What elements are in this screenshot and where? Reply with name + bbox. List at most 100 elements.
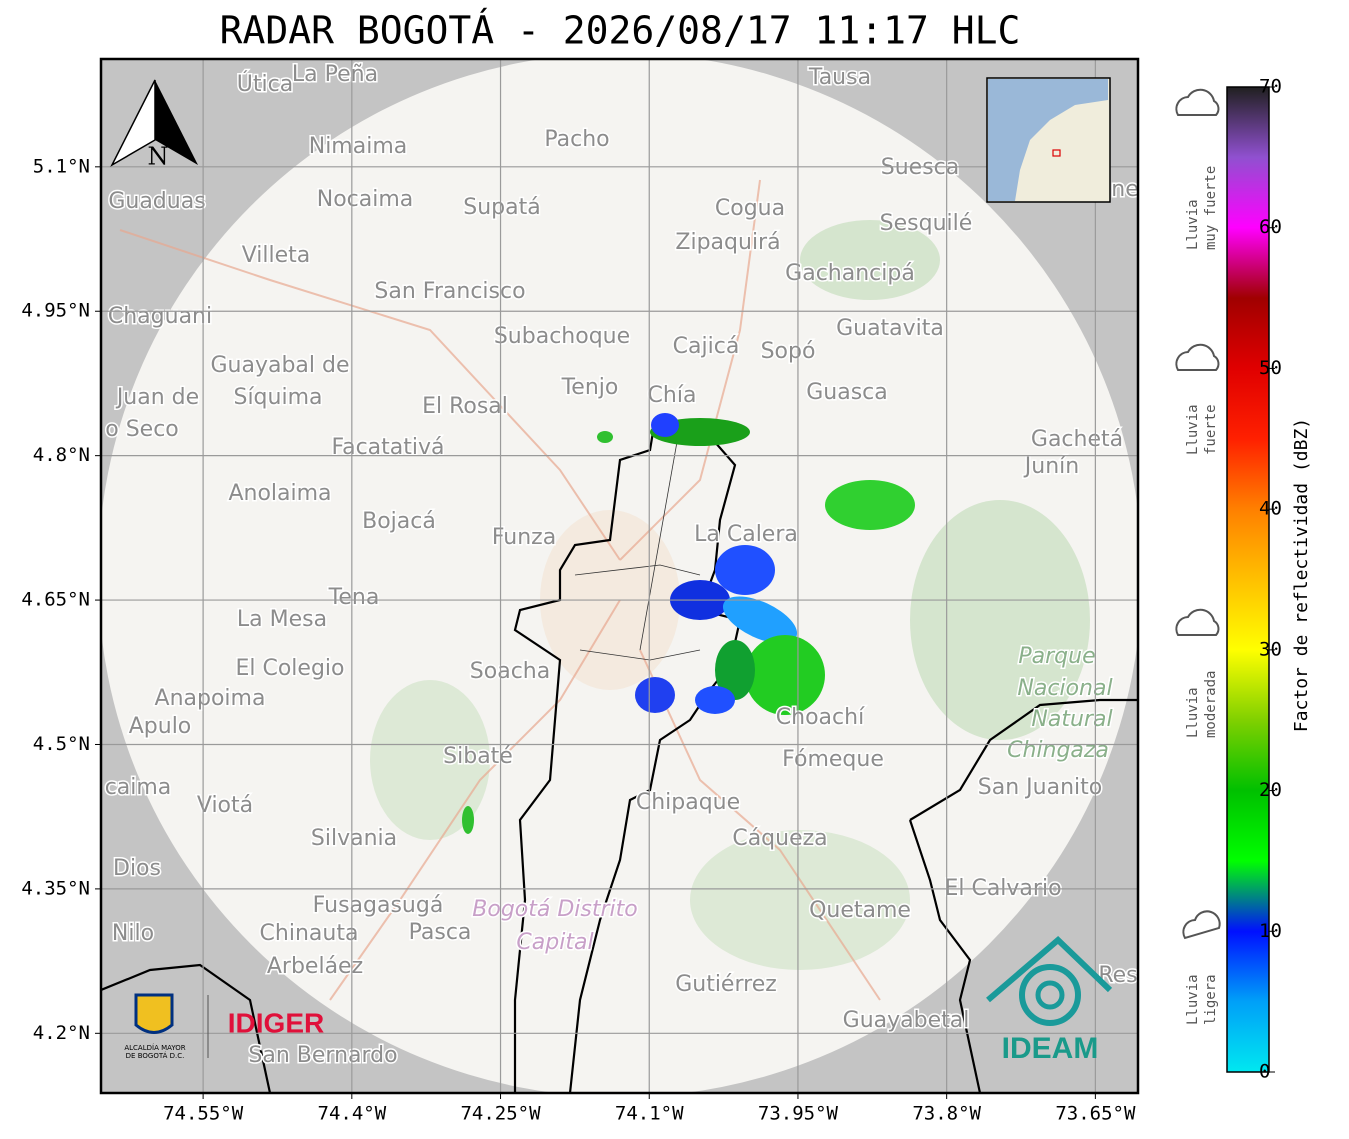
place-label: Fusagasugá bbox=[313, 893, 444, 918]
rain-level-label: Lluvia bbox=[1185, 404, 1201, 455]
place-label: Natural bbox=[1031, 707, 1112, 732]
place-label: Bojacá bbox=[362, 509, 436, 534]
place-label: Tausa bbox=[808, 65, 871, 90]
place-label: San Francisco bbox=[374, 279, 525, 304]
place-label: Apulo bbox=[129, 714, 192, 739]
place-label: Chingaza bbox=[1007, 738, 1109, 763]
place-label: Suesca bbox=[881, 155, 959, 180]
north-label: N bbox=[148, 143, 169, 171]
x-tick-label: 73.95°W bbox=[758, 1103, 839, 1125]
map-frame bbox=[99, 57, 1140, 1095]
place-label: Gutiérrez bbox=[675, 972, 777, 997]
place-label: Junín bbox=[1023, 454, 1079, 479]
place-label: Útica bbox=[237, 71, 293, 97]
place-label: Juan de bbox=[115, 385, 199, 410]
place-label: Guaduas bbox=[108, 189, 205, 214]
x-tick-label: 74.1°W bbox=[615, 1103, 684, 1125]
roads bbox=[119, 179, 881, 1001]
place-label: Soacha bbox=[470, 659, 550, 684]
colorbar-tick-label: 20 bbox=[1259, 779, 1282, 801]
place-label: El Colegio bbox=[235, 656, 344, 681]
y-tick-label: 4.95°N bbox=[21, 300, 90, 322]
x-tick-label: 73.65°W bbox=[1055, 1103, 1136, 1125]
place-label: Síquima bbox=[233, 385, 322, 410]
place-label: San Juanito bbox=[978, 775, 1102, 800]
place-label: Nilo bbox=[112, 921, 154, 946]
place-label: Arbeláez bbox=[267, 954, 363, 979]
place-label: Tena bbox=[328, 585, 380, 610]
rain-level-label: Lluvia bbox=[1185, 687, 1201, 738]
rain-level-label: Lluvia bbox=[1185, 974, 1201, 1025]
ideam-text: IDEAM bbox=[1002, 1032, 1099, 1065]
place-label: caima bbox=[105, 775, 172, 800]
colorbar-tick-label: 0 bbox=[1259, 1061, 1270, 1083]
ideam-logo: IDEAM bbox=[986, 935, 1113, 1065]
y-tick-label: 4.2°N bbox=[33, 1022, 90, 1044]
rain-level-label: Lluvia bbox=[1185, 199, 1201, 250]
place-label: Guayabetal bbox=[843, 1008, 970, 1033]
place-label: Sibaté bbox=[443, 744, 513, 769]
x-tick-label: 74.4°W bbox=[318, 1103, 387, 1125]
place-label: Sesquilé bbox=[880, 211, 973, 236]
place-label: Chía bbox=[648, 383, 697, 408]
y-tick-label: 5.1°N bbox=[33, 155, 90, 177]
x-tick-label: 73.8°W bbox=[912, 1103, 981, 1125]
place-label: Chaguani bbox=[108, 304, 212, 329]
place-label: Gachetá bbox=[1031, 427, 1123, 452]
place-label: Nocaima bbox=[317, 187, 414, 212]
colorbar bbox=[1226, 86, 1270, 1073]
colorbar-tick-label: 60 bbox=[1259, 216, 1282, 238]
colorbar-tick-label: 30 bbox=[1259, 638, 1282, 660]
place-label: o Seco bbox=[105, 417, 179, 442]
colorbar-tick-label: 70 bbox=[1259, 76, 1282, 98]
place-label: Guayabal de bbox=[210, 353, 349, 378]
place-label: Villeta bbox=[242, 243, 311, 268]
place-label: Cajicá bbox=[673, 334, 740, 359]
place-label: Nacional bbox=[1017, 676, 1112, 701]
place-label: Bogotá Distrito bbox=[472, 897, 637, 922]
place-label: Chinauta bbox=[260, 921, 359, 946]
place-label: ne bbox=[1111, 177, 1138, 202]
colorbar-tick-label: 50 bbox=[1259, 357, 1282, 379]
idiger-logo: IDIGER bbox=[228, 1007, 324, 1038]
place-label: Cáqueza bbox=[732, 826, 827, 851]
colorbar-label: Factor de reflectividad (dBZ) bbox=[1291, 418, 1312, 732]
colorbar-tick-label: 40 bbox=[1259, 498, 1282, 520]
place-label: Anapoima bbox=[155, 686, 266, 711]
place-label: Gachancipá bbox=[785, 261, 915, 286]
place-label: Parque bbox=[1018, 644, 1095, 669]
place-label: Pasca bbox=[409, 920, 472, 945]
y-tick-label: 4.35°N bbox=[21, 877, 90, 899]
x-tick-label: 74.25°W bbox=[460, 1103, 541, 1125]
place-label: Silvania bbox=[311, 826, 397, 851]
title: RADAR BOGOTÁ - 2026/08/17 11:17 HLC bbox=[220, 9, 1021, 53]
alcaldia-line: ALCALDÍA MAYOR bbox=[124, 1043, 185, 1052]
rain-level-label: moderada bbox=[1203, 671, 1219, 738]
alcaldia-logo: ALCALDÍA MAYOR DE BOGOTÁ D.C. bbox=[124, 993, 209, 1060]
place-label: Pacho bbox=[544, 127, 609, 152]
place-label: Nimaima bbox=[309, 134, 408, 159]
place-label: Sopó bbox=[761, 339, 816, 364]
y-tick-label: 4.8°N bbox=[33, 444, 90, 466]
place-label: Supatá bbox=[463, 195, 540, 220]
place-label: El Rosal bbox=[422, 394, 508, 419]
place-label: Capital bbox=[516, 930, 593, 955]
rain-level-label: fuerte bbox=[1203, 404, 1219, 455]
place-label: La Mesa bbox=[237, 607, 327, 632]
alcaldia-line: DE BOGOTÁ D.C. bbox=[126, 1051, 185, 1060]
place-label: Tenjo bbox=[561, 375, 619, 400]
place-label: La Peña bbox=[292, 62, 378, 87]
rain-level-label: ligera bbox=[1203, 974, 1219, 1025]
terrain bbox=[370, 220, 1090, 970]
place-label: Choachí bbox=[776, 705, 865, 730]
localities bbox=[574, 424, 701, 661]
y-tick-label: 4.5°N bbox=[33, 733, 90, 755]
rain-level-label: muy fuerte bbox=[1203, 166, 1219, 250]
place-label: Dios bbox=[113, 856, 161, 881]
colorbar-tick-label: 10 bbox=[1259, 920, 1282, 942]
y-tick-label: 4.65°N bbox=[21, 589, 90, 611]
place-label: Zipaquirá bbox=[675, 230, 780, 255]
place-label: Quetame bbox=[809, 898, 911, 923]
place-label: Funza bbox=[492, 525, 556, 550]
